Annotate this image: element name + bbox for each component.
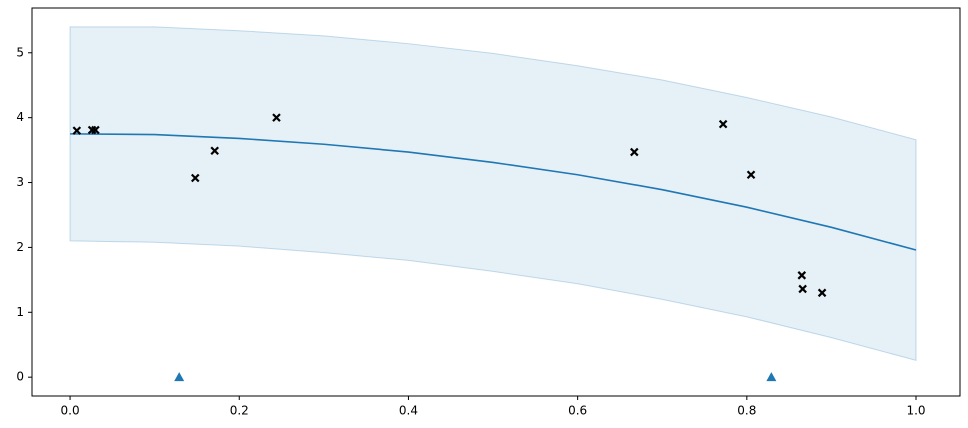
y-tick-label: 4 [16, 110, 24, 124]
x-tick-label: 0.0 [61, 404, 80, 418]
data-point [817, 288, 827, 298]
x-tick-label: 0.8 [737, 404, 756, 418]
inducing-point [174, 372, 185, 382]
x-tick-label: 0.2 [230, 404, 249, 418]
y-tick-label: 0 [16, 370, 24, 384]
data-point [797, 271, 807, 280]
y-tick-label: 3 [16, 175, 24, 189]
data-point [272, 113, 281, 122]
x-tick-label: 1.0 [906, 404, 925, 418]
data-point [798, 284, 807, 294]
data-point [718, 119, 728, 129]
inducing-point [766, 372, 777, 382]
x-tick-label: 0.6 [568, 404, 587, 418]
y-tick-label: 1 [16, 305, 24, 319]
data-point [746, 170, 756, 180]
data-point [190, 173, 200, 183]
axes-frame [31, 7, 961, 397]
data-point [91, 125, 100, 135]
y-tick-label: 5 [16, 45, 24, 59]
data-point [630, 147, 639, 157]
x-tick-label: 0.4 [399, 404, 418, 418]
confidence-band [69, 26, 917, 361]
data-point [72, 126, 82, 135]
y-tick-label: 2 [16, 240, 24, 254]
data-point [210, 146, 220, 156]
mean-line [70, 133, 917, 251]
